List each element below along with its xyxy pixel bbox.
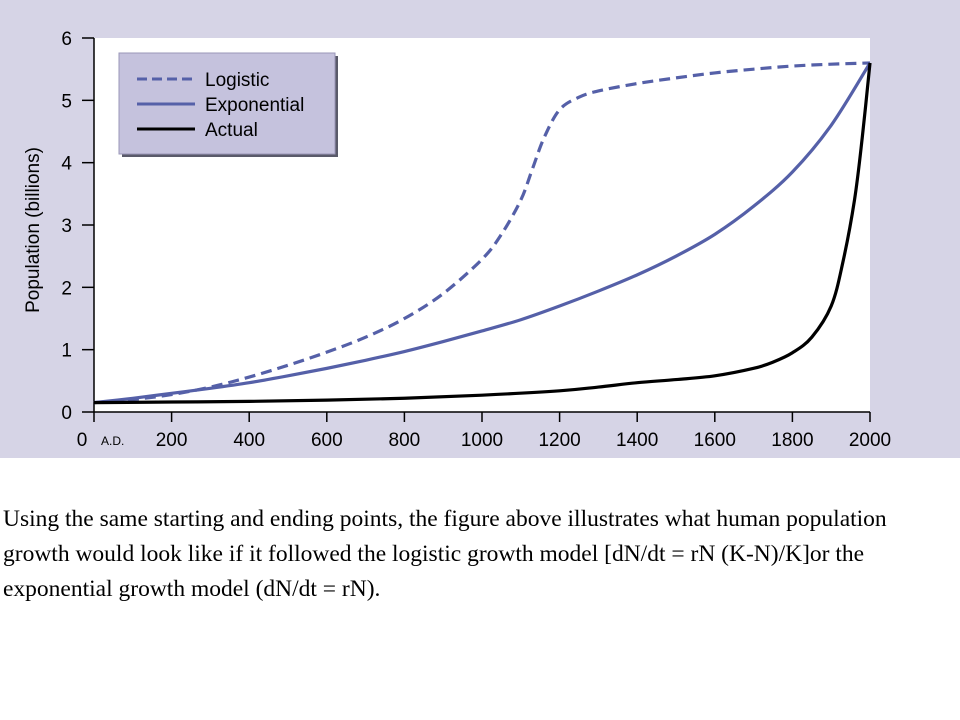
x-tick-label: 1000 [461,430,503,451]
chart-panel: 0 200 400 600 800 1000 1200 1400 1600 1800 2000 A.D… [0,0,960,458]
y-tick-label: 1 [61,341,72,362]
axes: 0 200 400 600 800 1000 1200 1400 1600 1800 2000 A.D… [61,29,891,451]
y-tick-label: 5 [61,91,72,112]
population-chart: 0 200 400 600 800 1000 1200 1400 1600 1800 2000 A.D… [23,29,891,451]
series-layer [93,61,872,405]
x-tick-label: 1400 [616,430,658,451]
x-tick-label: 1600 [694,430,736,451]
x-tick-label: 0 [77,430,88,451]
x-tick-label: 800 [389,430,421,451]
y-tick-label: 3 [61,216,72,237]
x-tick-label: 400 [233,430,265,451]
x-tick-label: 600 [311,430,343,451]
y-tick-label: 2 [61,278,72,299]
legend: Logistic Exponential Actual [118,52,338,157]
x-tick-label: 200 [156,430,188,451]
legend-label: Exponential [205,95,304,116]
y-tick-label: 4 [61,154,72,175]
legend-label: Actual [205,120,258,141]
y-axis-label: Population (billions) [23,147,44,313]
x-tick-label: 2000 [849,430,891,451]
series-line-exponential [93,62,872,405]
series-line-logistic [93,61,871,405]
x-tick-label: 1800 [771,430,813,451]
legend-label: Logistic [205,70,269,91]
series-line-actual [93,62,872,405]
x-tick-label: 1200 [538,430,580,451]
y-tick-label: 6 [61,29,72,50]
x-origin-note: A.D. [101,434,124,448]
figure-caption: Using the same starting and ending point… [3,506,887,602]
y-tick-label: 0 [61,403,72,424]
